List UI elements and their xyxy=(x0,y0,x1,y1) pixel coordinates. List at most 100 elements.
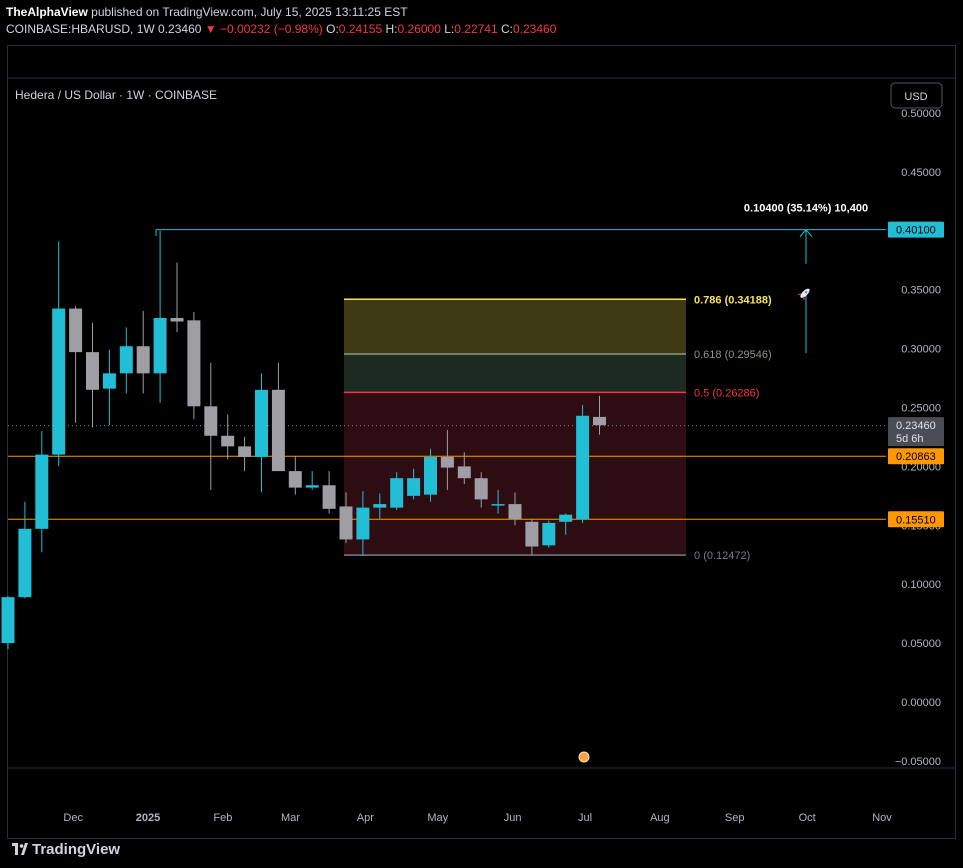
x-tick-label: Jun xyxy=(504,812,522,824)
rocket-fin-left xyxy=(797,293,802,296)
candle[interactable] xyxy=(86,322,99,428)
candle-body xyxy=(474,478,488,500)
candle[interactable] xyxy=(187,312,201,420)
candle-body xyxy=(119,346,133,374)
currency-label[interactable]: USD xyxy=(904,91,927,103)
fib-value: (0.26286) xyxy=(712,387,759,399)
candle-body xyxy=(356,507,370,540)
fib-label-0.5: 0.5 (0.26286) xyxy=(694,387,759,399)
open-label: O: xyxy=(326,22,339,36)
candle[interactable] xyxy=(170,262,184,333)
candle[interactable] xyxy=(424,448,437,502)
currency-button[interactable] xyxy=(890,82,943,109)
candle[interactable] xyxy=(305,471,319,490)
badge-support-2-text: 0.15510 xyxy=(896,514,936,526)
candle[interactable] xyxy=(373,493,387,520)
candle-body xyxy=(559,514,573,522)
fib-zone-05-0 xyxy=(344,392,686,556)
candle-body xyxy=(153,317,167,374)
candle[interactable] xyxy=(508,492,522,526)
candle-body xyxy=(339,506,353,540)
candle[interactable] xyxy=(339,492,353,543)
x-tick-label: Oct xyxy=(799,812,816,824)
candle[interactable] xyxy=(102,349,116,426)
candle[interactable] xyxy=(52,241,66,467)
candle-body xyxy=(390,478,404,508)
tradingview-icon xyxy=(12,843,28,855)
close-label: C: xyxy=(501,22,513,36)
candle[interactable] xyxy=(559,513,573,535)
fib-label-0.786: 0.786 (0.34188) xyxy=(694,294,772,306)
candle-body xyxy=(373,504,387,508)
fib-ratio: 0.786 xyxy=(694,294,725,306)
candle[interactable] xyxy=(593,395,606,435)
low-label: L: xyxy=(444,22,455,36)
ohlc-line: COINBASE:HBARUSD, 1W 0.23460 ▼ −0.00232 … xyxy=(6,22,556,36)
high-label: H: xyxy=(385,22,398,36)
y-tick-label: 0.30000 xyxy=(901,344,941,356)
candle-body xyxy=(187,320,201,407)
brand-label: TradingView xyxy=(32,841,121,858)
x-tick-label: Sep xyxy=(725,812,745,824)
author-name[interactable]: TheAlphaView xyxy=(6,5,88,19)
candle[interactable] xyxy=(474,472,488,508)
candle[interactable] xyxy=(238,436,252,472)
x-tick-label: May xyxy=(427,812,448,824)
fib-zone-618-05 xyxy=(344,353,686,393)
fib-ratio: 0.618 xyxy=(694,349,725,361)
fib-value: (0.34188) xyxy=(725,294,772,306)
candle[interactable] xyxy=(204,362,218,490)
x-tick-label: Dec xyxy=(63,812,83,824)
candle-body xyxy=(288,471,302,488)
candle[interactable] xyxy=(18,501,32,599)
candle[interactable] xyxy=(440,429,454,490)
candle-body xyxy=(255,389,268,457)
candle-body xyxy=(491,504,505,506)
chart-frame xyxy=(7,45,956,839)
candle-body xyxy=(576,415,590,520)
candle[interactable] xyxy=(119,327,133,394)
candle[interactable] xyxy=(288,455,302,495)
y-tick-label: −0.05000 xyxy=(895,756,941,768)
candle[interactable] xyxy=(69,306,83,423)
badge-resistance-text: 0.40100 xyxy=(896,225,936,237)
candle[interactable] xyxy=(356,491,370,556)
tradingview-logo[interactable]: TradingView xyxy=(12,841,120,858)
candle[interactable] xyxy=(271,362,285,472)
chart-title: Hedera / US Dollar · 1W · COINBASE xyxy=(15,88,217,102)
candle[interactable] xyxy=(221,414,235,460)
candle-body xyxy=(86,352,99,390)
candle[interactable] xyxy=(35,431,49,553)
candle[interactable] xyxy=(576,405,590,523)
event-dot-icon[interactable] xyxy=(578,751,590,763)
y-tick-label: 0.45000 xyxy=(901,167,941,179)
candle[interactable] xyxy=(1,595,15,649)
candle[interactable] xyxy=(390,472,404,510)
candle[interactable] xyxy=(153,230,167,403)
fib-ratio: 0.5 xyxy=(694,387,712,399)
candle-body xyxy=(18,528,32,598)
low-value: 0.22741 xyxy=(454,22,498,36)
y-tick-label: 0.00000 xyxy=(901,697,941,709)
candle[interactable] xyxy=(457,452,471,485)
fib-value: (0.12472) xyxy=(703,550,750,562)
symbol-label: COINBASE:HBARUSD, 1W xyxy=(6,22,155,36)
candle[interactable] xyxy=(525,519,539,555)
candle[interactable] xyxy=(136,310,150,394)
candle[interactable] xyxy=(255,373,268,493)
badge-current-text: 5d 6h xyxy=(896,433,924,445)
badge-current-text: 0.23460 xyxy=(896,420,936,432)
x-tick-label: Feb xyxy=(213,812,232,824)
badge-support-2: 0.15510 xyxy=(888,511,944,528)
rocket-window xyxy=(804,291,808,294)
y-tick-label: 0.05000 xyxy=(901,638,941,650)
candle-body xyxy=(322,485,336,509)
y-tick-label: 0.50000 xyxy=(901,108,941,120)
candle[interactable] xyxy=(491,489,505,514)
candle[interactable] xyxy=(407,468,421,500)
candle[interactable] xyxy=(542,520,556,548)
candle-body xyxy=(204,406,218,436)
candle[interactable] xyxy=(322,471,336,514)
